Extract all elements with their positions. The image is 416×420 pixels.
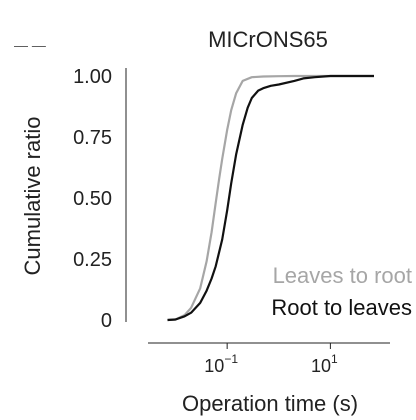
series-line-1 [167,74,374,322]
legend-entry-2: Root to leaves [271,295,412,320]
y-tick-label: 0.75 [73,127,112,149]
y-tick-label: 0.25 [73,249,112,271]
x-tick-label: 101 [311,352,338,376]
axes [125,68,390,349]
x-axis-label: Operation time (s) [182,391,358,416]
labels: 0 0.25 0.50 0.75 1.00 10−1 101 MICrONS65 Cumulat… [14,27,412,416]
x-tick-label: 10−1 [204,352,238,376]
series-line-2 [167,74,374,322]
chart-title: MICrONS65 [208,27,328,52]
series-layer [167,74,374,322]
y-axis-label: Cumulative ratio [20,117,45,276]
legend-dash-mark: — — [14,37,46,53]
y-tick-label: 1.00 [73,66,112,88]
legend-entry-1: Leaves to root [273,263,412,288]
y-tick-label: 0.50 [73,188,112,210]
y-tick-label: 0 [101,310,112,332]
